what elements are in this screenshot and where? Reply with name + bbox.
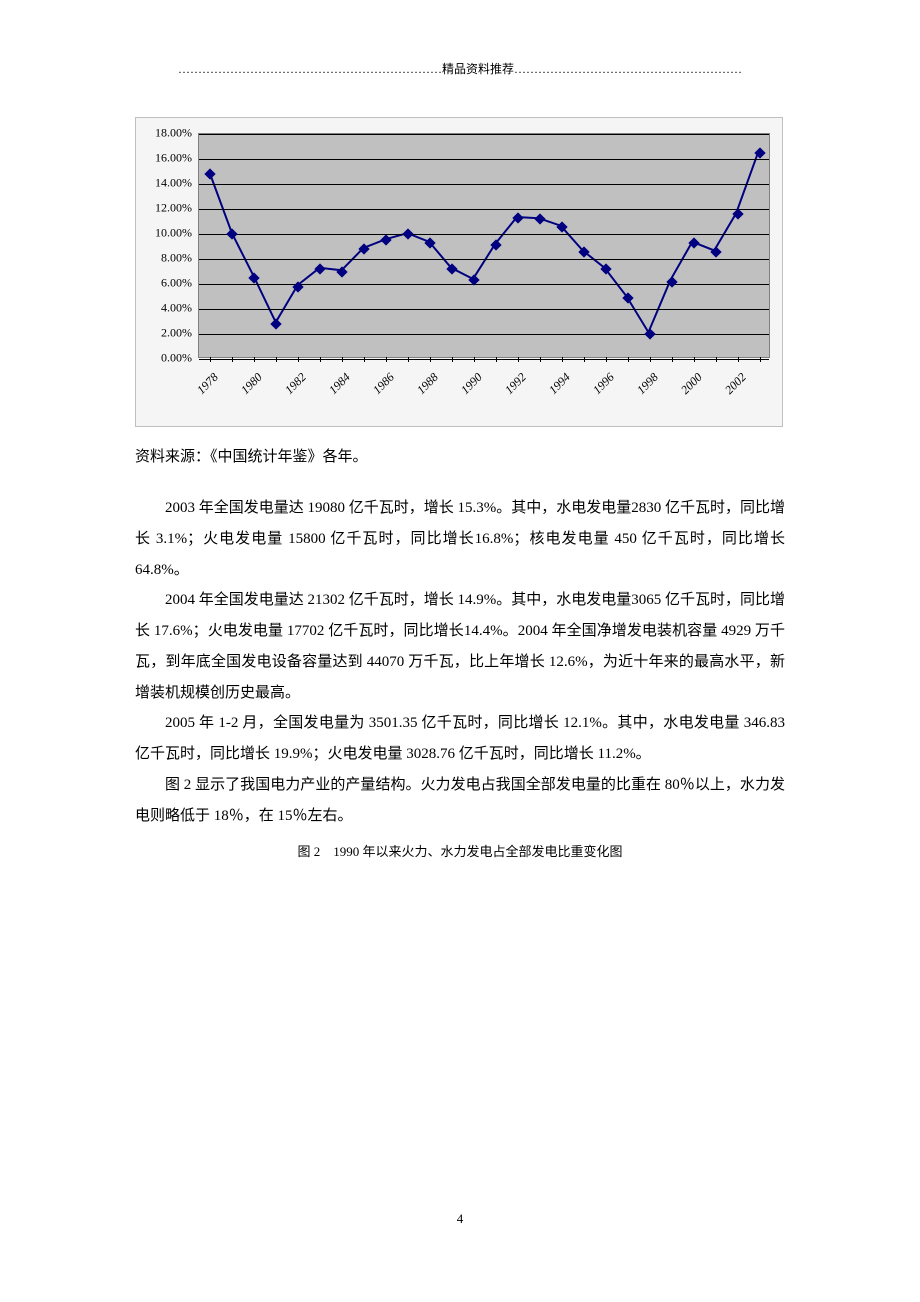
- x-tick: [430, 357, 431, 362]
- x-axis-label: 2000: [678, 370, 706, 398]
- y-axis-label: 16.00%: [155, 151, 192, 166]
- figure-caption: 图 2 1990 年以来火力、水力发电占全部发电比重变化图: [135, 841, 785, 860]
- x-axis-label: 1996: [590, 370, 618, 398]
- x-axis-label: 2002: [722, 370, 750, 398]
- gridline: [199, 309, 769, 310]
- gridline: [199, 359, 769, 360]
- x-tick: [716, 357, 717, 362]
- x-axis-label: 1986: [370, 370, 398, 398]
- y-axis-label: 10.00%: [155, 226, 192, 241]
- x-tick: [210, 357, 211, 362]
- y-axis-label: 0.00%: [161, 351, 192, 366]
- y-axis-label: 8.00%: [161, 251, 192, 266]
- x-axis-label: 1988: [414, 370, 442, 398]
- paragraph-3: 2005 年 1-2 月，全国发电量为 3501.35 亿千瓦时，同比增长 12…: [135, 708, 785, 770]
- page-header: …………………………………………………………精品资料推荐…………………………………: [135, 60, 785, 77]
- x-axis-label: 1998: [634, 370, 662, 398]
- y-axis-label: 14.00%: [155, 176, 192, 191]
- x-tick: [386, 357, 387, 362]
- x-tick: [562, 357, 563, 362]
- x-tick: [320, 357, 321, 362]
- paragraph-2: 2004 年全国发电量达 21302 亿千瓦时，增长 14.9%。其中，水电发电…: [135, 585, 785, 708]
- gridline: [199, 234, 769, 235]
- x-axis-label: 1982: [282, 370, 310, 398]
- x-axis-label: 1980: [238, 370, 266, 398]
- x-tick: [452, 357, 453, 362]
- gridline: [199, 259, 769, 260]
- x-tick: [232, 357, 233, 362]
- gridline: [199, 134, 769, 135]
- x-tick: [408, 357, 409, 362]
- line-chart: 0.00% 2.00% 4.00% 6.00% 8.00% 10.00% 12.00% 14.…: [135, 117, 783, 427]
- gridline: [199, 209, 769, 210]
- x-tick: [518, 357, 519, 362]
- y-axis-label: 2.00%: [161, 326, 192, 341]
- x-tick: [672, 357, 673, 362]
- x-axis-label: 1992: [502, 370, 530, 398]
- y-axis-label: 6.00%: [161, 276, 192, 291]
- x-tick: [628, 357, 629, 362]
- chart-svg: [199, 134, 769, 357]
- gridline: [199, 184, 769, 185]
- y-axis-label: 18.00%: [155, 126, 192, 141]
- x-tick: [496, 357, 497, 362]
- x-axis-label: 1990: [458, 370, 486, 398]
- x-tick: [342, 357, 343, 362]
- x-tick: [298, 357, 299, 362]
- x-axis-label: 1978: [194, 370, 222, 398]
- y-axis-label: 4.00%: [161, 301, 192, 316]
- x-tick: [760, 357, 761, 362]
- page-number: 4: [0, 1211, 920, 1227]
- x-tick: [584, 357, 585, 362]
- paragraph-1: 2003 年全国发电量达 19080 亿千瓦时，增长 15.3%。其中，水电发电…: [135, 493, 785, 585]
- paragraph-4: 图 2 显示了我国电力产业的产量结构。火力发电占我国全部发电量的比重在 80％以…: [135, 770, 785, 832]
- x-axis-label: 1994: [546, 370, 574, 398]
- x-axis-label: 1984: [326, 370, 354, 398]
- source-text: 资料来源：《中国统计年鉴》各年。: [135, 445, 785, 469]
- x-tick: [738, 357, 739, 362]
- x-tick: [694, 357, 695, 362]
- x-tick: [276, 357, 277, 362]
- y-axis-label: 12.00%: [155, 201, 192, 216]
- x-tick: [606, 357, 607, 362]
- x-tick: [650, 357, 651, 362]
- plot-area: [198, 133, 770, 358]
- gridline: [199, 334, 769, 335]
- gridline: [199, 159, 769, 160]
- x-tick: [474, 357, 475, 362]
- gridline: [199, 284, 769, 285]
- x-tick: [364, 357, 365, 362]
- x-tick: [540, 357, 541, 362]
- x-tick: [254, 357, 255, 362]
